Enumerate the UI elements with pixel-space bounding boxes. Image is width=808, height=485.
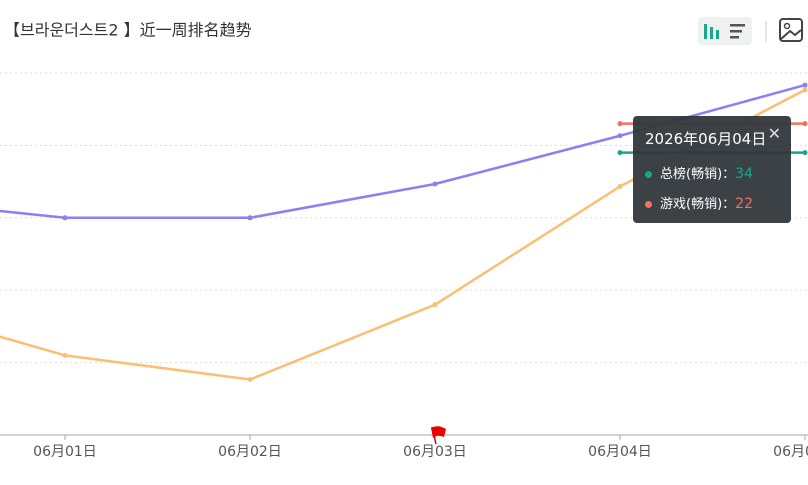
flag — [431, 426, 446, 445]
data-point — [802, 87, 808, 93]
data-point — [247, 376, 253, 382]
icon-line — [730, 36, 739, 39]
tooltip-label: 游戏(畅销)： — [660, 197, 736, 212]
x-tick-label: 06月05日 — [773, 444, 808, 460]
data-point — [802, 150, 808, 156]
data-point — [802, 82, 808, 88]
icon-frame — [779, 18, 803, 42]
data-point — [62, 215, 68, 221]
chart-title: 【브라운더스트2 】近一周排名趋势 — [4, 21, 252, 40]
tooltip-value: 34 — [735, 166, 753, 182]
tooltip-dot — [645, 201, 652, 208]
x-tick-label: 06月02日 — [218, 444, 282, 460]
icon-line — [730, 30, 742, 33]
tooltip-title: 2026年06月04日 — [645, 130, 767, 148]
data-point — [247, 215, 253, 221]
tooltip-row: 总榜(畅销)：34 — [645, 163, 753, 182]
data-point — [802, 121, 808, 127]
tooltip-value: 22 — [735, 196, 753, 212]
flag-cloth — [431, 426, 446, 438]
data-point — [432, 302, 438, 308]
tooltip-label: 总榜(畅销)： — [660, 167, 736, 182]
data-point — [617, 133, 623, 139]
icon-line — [730, 24, 745, 27]
x-tick-label: 06月03日 — [403, 444, 467, 460]
icon-bar — [716, 30, 719, 39]
icon-bar — [710, 27, 713, 39]
toolbar[interactable] — [698, 17, 752, 45]
data-point — [62, 352, 68, 358]
x-tick-label: 06月04日 — [588, 444, 652, 460]
data-point — [432, 181, 438, 187]
tooltip-dot — [645, 171, 652, 178]
tooltip-row: 游戏(畅销)：22 — [645, 193, 753, 212]
tooltip: 2026年06月04日 ✕ 总榜(畅销)：34 游戏(畅销)：22 — [633, 116, 791, 223]
icon-hill — [780, 29, 802, 40]
tooltip-close[interactable]: ✕ — [767, 124, 781, 143]
data-point — [617, 121, 623, 127]
icon-bar — [704, 24, 707, 39]
icon-sun — [783, 22, 791, 30]
x-tick-label: 06月01日 — [33, 444, 97, 460]
data-point — [617, 183, 623, 189]
data-point — [617, 150, 623, 156]
image-icon[interactable] — [779, 18, 803, 42]
